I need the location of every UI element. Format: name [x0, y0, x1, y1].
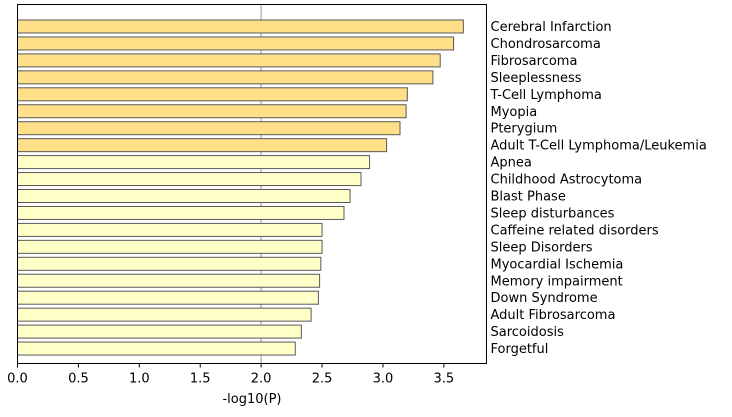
bar: [17, 256, 322, 271]
bar: [17, 19, 464, 34]
x-tick-label: 1.0: [129, 372, 150, 387]
category-label: Chondrosarcoma: [491, 37, 601, 52]
category-label: Apnea: [491, 156, 532, 171]
category-label: Sleep disturbances: [491, 206, 615, 221]
category-label: Sleep Disorders: [491, 240, 593, 255]
bar: [17, 36, 455, 51]
category-label: Childhood Astrocytoma: [491, 173, 643, 188]
bar: [17, 138, 388, 153]
category-label: Sarcoidosis: [491, 325, 565, 340]
category-label: Forgetful: [491, 342, 549, 357]
category-labels: Cerebral Infarction Chondrosarcoma Fibrosa…: [490, 20, 707, 357]
bar: [17, 121, 401, 136]
bars-layer: [17, 19, 464, 356]
x-axis-label: -log10(P): [222, 392, 281, 407]
category-label: Sleeplessness: [491, 71, 582, 86]
bar: [17, 222, 323, 237]
bar: [17, 205, 345, 220]
bar: [17, 189, 351, 203]
category-label: Adult T-Cell Lymphoma/Leukemia: [491, 139, 707, 154]
bar: [17, 53, 441, 68]
bar: [17, 273, 321, 288]
x-tick-label: 0.0: [7, 372, 28, 387]
category-label: Fibrosarcoma: [491, 54, 578, 69]
x-tick-label: 2.5: [312, 372, 333, 387]
category-label: Memory impairment: [491, 274, 623, 289]
bar: [17, 324, 302, 339]
bar: [17, 155, 371, 170]
plot-frame: [17, 4, 487, 364]
bar: [17, 307, 312, 322]
x-tick-label: 1.5: [190, 372, 211, 387]
category-label: Pterygium: [491, 122, 558, 137]
category-label: Myocardial Ischemia: [491, 257, 624, 272]
category-label: T-Cell Lymphoma: [490, 88, 602, 103]
category-label: Adult Fibrosarcoma: [491, 308, 616, 323]
x-tick-label: 3.0: [373, 372, 394, 387]
bar: [17, 172, 362, 187]
category-label: Blast Phase: [491, 190, 566, 205]
category-label: Cerebral Infarction: [491, 20, 612, 35]
bar: [17, 239, 323, 254]
bar: [17, 290, 319, 305]
category-label: Myopia: [491, 105, 538, 120]
bar: [17, 70, 434, 85]
x-tick-label: 3.5: [434, 372, 455, 387]
bar: [17, 87, 408, 102]
bar: [17, 104, 407, 119]
x-tick-label: 2.0: [251, 372, 272, 387]
x-tick-label: 0.5: [68, 372, 89, 387]
category-label: Down Syndrome: [491, 291, 598, 306]
x-axis: 0.0 0.5 1.0 1.5 2.0 2.5 3.0 3.5: [7, 363, 455, 387]
category-label: Caffeine related disorders: [491, 223, 659, 238]
bar: [17, 341, 296, 356]
